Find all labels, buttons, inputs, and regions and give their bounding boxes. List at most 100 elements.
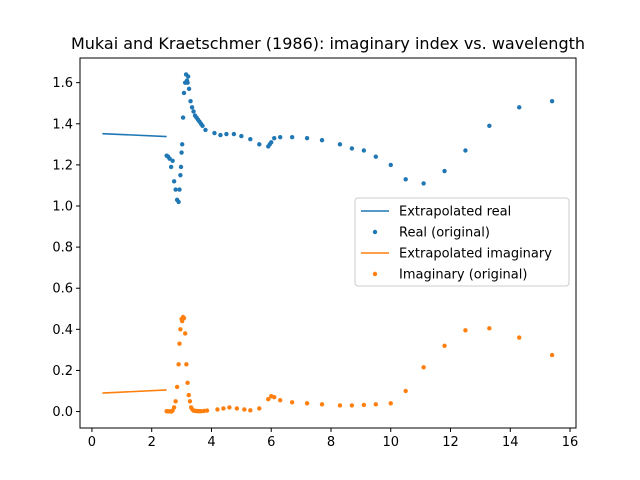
data-point-imaginary-original bbox=[248, 408, 253, 413]
data-point-real-original bbox=[487, 123, 492, 129]
y-tick-label: 0.4 bbox=[52, 323, 73, 338]
legend-label-real-original: Real (original) bbox=[399, 226, 490, 241]
x-tick-label: 4 bbox=[207, 435, 215, 450]
y-tick-label: 1.0 bbox=[52, 200, 73, 215]
chart-title: Mukai and Kraetschmer (1986): imaginary … bbox=[71, 34, 585, 53]
data-point-real-original bbox=[179, 142, 185, 147]
data-point-real-original bbox=[178, 172, 183, 178]
data-point-real-original bbox=[349, 146, 355, 151]
data-point-imaginary-original bbox=[185, 380, 190, 385]
x-tick-label: 6 bbox=[267, 435, 275, 450]
series-imaginary-original bbox=[164, 314, 555, 414]
data-point-imaginary-original bbox=[182, 331, 188, 336]
series-real-original bbox=[164, 72, 555, 205]
data-point-imaginary-original bbox=[403, 388, 408, 394]
data-point-real-original bbox=[421, 181, 426, 186]
data-point-real-original bbox=[191, 109, 196, 114]
data-point-real-original bbox=[200, 123, 205, 129]
data-point-real-original bbox=[257, 142, 262, 147]
x-tick-label: 2 bbox=[148, 435, 156, 450]
data-point-imaginary-original bbox=[272, 394, 277, 400]
legend-label-imaginary-original: Imaginary (original) bbox=[399, 268, 527, 283]
x-tick-label: 12 bbox=[442, 435, 459, 450]
y-tick-label: 1.6 bbox=[52, 76, 73, 91]
data-point-imaginary-original bbox=[171, 405, 177, 410]
plot-area-frame bbox=[79, 57, 577, 429]
y-tick-label: 0.6 bbox=[52, 282, 73, 297]
data-point-real-original bbox=[212, 130, 217, 136]
data-point-real-original bbox=[373, 154, 379, 159]
data-point-real-original bbox=[463, 148, 468, 153]
series-layer bbox=[102, 72, 555, 414]
data-point-imaginary-original bbox=[463, 328, 468, 333]
data-point-imaginary-original bbox=[442, 343, 447, 348]
data-point-real-original bbox=[181, 90, 187, 96]
data-point-imaginary-original bbox=[337, 403, 343, 408]
data-point-imaginary-original bbox=[227, 405, 232, 410]
data-point-real-original bbox=[186, 86, 192, 92]
data-point-real-original bbox=[277, 134, 283, 140]
data-point-imaginary-original bbox=[266, 397, 271, 402]
data-point-imaginary-original bbox=[178, 327, 183, 332]
data-point-imaginary-original bbox=[349, 403, 355, 408]
data-point-imaginary-original bbox=[221, 406, 226, 411]
data-point-real-original bbox=[272, 135, 277, 141]
data-point-imaginary-original bbox=[174, 384, 180, 390]
data-point-real-original bbox=[218, 132, 223, 138]
data-point-imaginary-original bbox=[388, 401, 393, 406]
x-tick-label: 0 bbox=[88, 435, 96, 450]
y-tick-label: 1.4 bbox=[52, 117, 73, 132]
data-point-imaginary-original bbox=[277, 398, 283, 403]
x-tick-label: 8 bbox=[327, 435, 335, 450]
data-point-imaginary-original bbox=[176, 362, 181, 367]
data-point-real-original bbox=[177, 187, 182, 192]
series-line-extrapolated-real bbox=[102, 132, 167, 138]
series-extrapolated-real bbox=[102, 132, 167, 138]
data-point-imaginary-original bbox=[289, 400, 295, 405]
data-point-real-original bbox=[549, 98, 555, 104]
data-point-real-original bbox=[173, 187, 178, 192]
data-point-real-original bbox=[178, 164, 184, 170]
data-point-imaginary-original bbox=[181, 315, 187, 321]
series-line-extrapolated-imaginary bbox=[102, 389, 167, 394]
data-point-real-original bbox=[304, 135, 310, 141]
x-tick-label: 14 bbox=[502, 435, 519, 450]
x-tick-label: 10 bbox=[382, 435, 399, 450]
data-point-imaginary-original bbox=[517, 335, 522, 340]
y-axis: 0.0 0.2 0.4 0.6 0.8 1.0 1.2 1.4 1.6 bbox=[52, 76, 80, 420]
legend-label-extrapolated-real: Extrapolated real bbox=[399, 205, 511, 220]
data-point-real-original bbox=[176, 199, 181, 205]
data-point-real-original bbox=[388, 162, 393, 168]
data-point-real-original bbox=[224, 131, 229, 137]
data-point-imaginary-original bbox=[487, 326, 492, 331]
data-point-imaginary-original bbox=[186, 392, 191, 398]
y-tick-label: 1.2 bbox=[52, 158, 73, 173]
data-point-imaginary-original bbox=[177, 341, 182, 346]
legend: Extrapolated real Real (original) Extrapol… bbox=[354, 197, 570, 287]
legend-swatch-imaginary-original bbox=[372, 271, 378, 277]
data-point-real-original bbox=[517, 105, 522, 110]
legend-box bbox=[354, 197, 570, 287]
data-point-real-original bbox=[319, 138, 325, 143]
data-point-imaginary-original bbox=[204, 408, 210, 413]
data-point-real-original bbox=[189, 105, 195, 110]
legend-label-extrapolated-imaginary: Extrapolated imaginary bbox=[399, 247, 552, 262]
data-point-real-original bbox=[289, 134, 295, 140]
data-point-real-original bbox=[180, 115, 186, 120]
data-point-real-original bbox=[185, 74, 191, 79]
data-point-imaginary-original bbox=[549, 352, 555, 358]
y-tick-label: 0.0 bbox=[52, 405, 73, 420]
data-point-imaginary-original bbox=[304, 401, 310, 406]
y-tick-label: 0.8 bbox=[52, 241, 73, 256]
data-point-imaginary-original bbox=[184, 362, 189, 367]
data-point-imaginary-original bbox=[319, 402, 325, 407]
data-point-real-original bbox=[188, 98, 193, 104]
legend-swatch-real-original bbox=[372, 229, 378, 235]
data-point-imaginary-original bbox=[361, 402, 367, 408]
data-point-imaginary-original bbox=[234, 406, 240, 411]
data-point-real-original bbox=[361, 148, 367, 153]
data-point-imaginary-original bbox=[242, 407, 247, 412]
data-point-real-original bbox=[185, 80, 190, 85]
data-point-real-original bbox=[171, 179, 177, 184]
